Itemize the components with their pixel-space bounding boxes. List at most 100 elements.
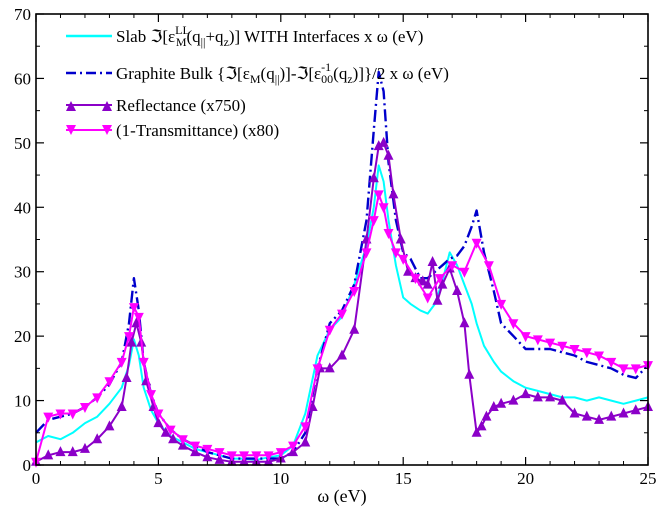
series-marker-2 (422, 278, 433, 289)
series-marker-3 (390, 248, 401, 259)
series-marker-3 (606, 357, 617, 368)
legend-marker-reflectance (66, 101, 76, 111)
legend-label-reflectance: Reflectance (x750) (116, 96, 246, 115)
series-marker-3 (520, 332, 531, 343)
series-marker-3 (124, 332, 135, 343)
series-marker-2 (427, 256, 438, 267)
series-marker-3 (496, 299, 507, 310)
series-marker-3 (324, 325, 335, 336)
series-marker-3 (557, 341, 568, 352)
series-marker-3 (92, 393, 103, 404)
series-marker-2 (452, 285, 463, 296)
series-marker-3 (349, 287, 360, 298)
series-marker-2 (476, 420, 487, 431)
series-marker-3 (373, 190, 384, 201)
series-marker-3 (263, 451, 274, 462)
series-line-2 (35, 141, 649, 463)
legend-label-graphite: Graphite Bulk {ℑ[εM(q||)]-ℑ[ε-1 00(qz)]}/… (116, 60, 449, 86)
y-tick-label: 60 (14, 69, 31, 88)
series-marker-2 (594, 413, 605, 424)
series-marker-3 (226, 451, 237, 462)
series-marker-3 (288, 441, 299, 452)
series-marker-3 (630, 364, 641, 375)
x-tick-label: 10 (272, 469, 289, 488)
y-tick-label: 20 (14, 327, 31, 346)
series-marker-2 (378, 136, 389, 147)
series-marker-3 (177, 435, 188, 446)
legend-label-slab: Slab ℑ[εLL M(q||+qz)] WITH Interfaces x ω… (116, 23, 423, 49)
series-marker-2 (488, 401, 499, 412)
legend-marker-transmittance-2 (102, 125, 112, 135)
x-tick-label: 5 (154, 469, 163, 488)
series-marker-2 (403, 265, 414, 276)
series-marker-2 (569, 407, 580, 418)
series-marker-3 (398, 254, 409, 265)
y-tick-label: 30 (14, 263, 31, 282)
ticks-layer: 0 5 10 15 20 25 0 10 20 30 40 50 60 70 (14, 5, 657, 488)
series-marker-3 (146, 390, 157, 401)
series-marker-2 (202, 451, 213, 462)
series-marker-3 (116, 357, 127, 368)
series-marker-3 (104, 377, 115, 388)
y-tick-label: 50 (14, 134, 31, 153)
series-marker-2 (324, 362, 335, 373)
series-line-0 (35, 164, 649, 461)
series-marker-3 (55, 409, 66, 420)
series-marker-2 (300, 436, 311, 447)
series-marker-3 (275, 448, 286, 459)
series-marker-3 (459, 267, 470, 278)
series-marker-3 (133, 312, 144, 323)
legend-marker-transmittance (66, 125, 76, 135)
series-marker-2 (606, 410, 617, 421)
x-tick-label: 20 (517, 469, 534, 488)
x-tick-label: 15 (395, 469, 412, 488)
series-marker-2 (373, 140, 384, 151)
series-marker-3 (618, 364, 629, 375)
series-marker-3 (368, 216, 379, 227)
series-marker-2 (432, 294, 443, 305)
series-marker-3 (361, 248, 372, 259)
series-marker-3 (251, 451, 262, 462)
series-marker-3 (383, 229, 394, 240)
series-marker-3 (202, 444, 213, 455)
series-marker-2 (92, 433, 103, 444)
legend-marker-reflectance-2 (102, 101, 112, 111)
series-line-1 (35, 70, 649, 460)
series-marker-2 (168, 433, 179, 444)
series-marker-3 (410, 274, 421, 285)
series-marker-2 (337, 349, 347, 360)
y-tick-label: 10 (14, 392, 31, 411)
series-marker-3 (165, 425, 176, 436)
series-marker-3 (67, 409, 78, 420)
series-marker-3 (483, 261, 494, 272)
y-tick-label: 40 (14, 198, 31, 217)
series-marker-2 (395, 233, 406, 244)
series-marker-2 (388, 188, 399, 199)
series-marker-2 (520, 388, 531, 399)
series-marker-3 (138, 357, 149, 368)
series-marker-2 (417, 275, 428, 286)
series-marker-2 (496, 397, 507, 408)
series-marker-3 (447, 261, 458, 272)
series-layer (31, 70, 653, 468)
x-tick-label: 25 (640, 469, 657, 488)
series-marker-2 (214, 453, 225, 464)
series-marker-3 (239, 451, 250, 462)
series-marker-2 (459, 317, 470, 328)
series-marker-3 (545, 338, 556, 349)
series-marker-3 (532, 335, 543, 346)
series-line-3 (35, 193, 649, 463)
series-marker-3 (569, 345, 580, 356)
series-marker-3 (214, 448, 225, 459)
series-marker-3 (153, 409, 164, 420)
series-marker-2 (437, 278, 448, 289)
legend: Slab ℑ[εLL M(q||+qz)] WITH Interfaces x ω… (66, 23, 449, 140)
series-marker-3 (594, 351, 605, 362)
series-marker-3 (79, 403, 90, 414)
series-marker-3 (43, 412, 54, 423)
series-marker-2 (618, 407, 629, 418)
series-marker-3 (581, 348, 592, 359)
series-marker-3 (422, 293, 433, 304)
series-marker-2 (464, 368, 475, 379)
series-marker-2 (581, 410, 592, 421)
